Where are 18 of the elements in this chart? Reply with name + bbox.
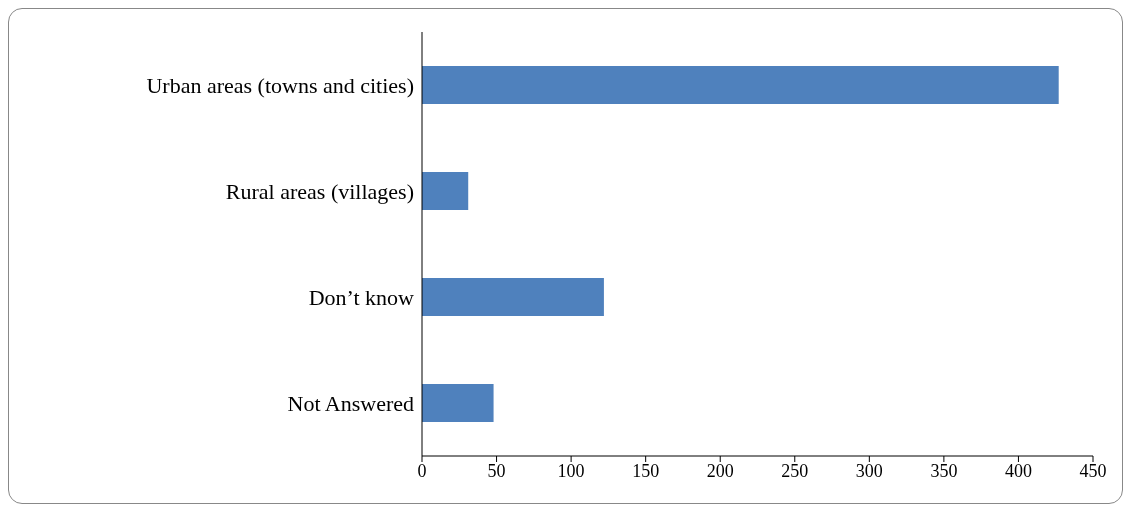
- y-tick-label: Urban areas (towns and cities): [146, 72, 414, 98]
- x-tick-label: 200: [706, 460, 734, 481]
- y-tick-label: Rural areas (villages): [225, 178, 414, 204]
- bar: [422, 277, 604, 316]
- y-tick-label: Not Answered: [287, 390, 414, 416]
- bar: [422, 383, 494, 422]
- x-tick-label: 50: [487, 460, 506, 481]
- x-tick-label: 400: [1004, 460, 1032, 481]
- x-tick-label: 300: [855, 460, 883, 481]
- x-tick-label: 0: [417, 460, 427, 481]
- bar: [422, 65, 1059, 104]
- x-tick-label: 150: [632, 460, 660, 481]
- x-tick-label: 350: [930, 460, 958, 481]
- x-tick-label: 450: [1079, 460, 1107, 481]
- bar: [422, 171, 469, 210]
- x-tick-label: 250: [781, 460, 809, 481]
- y-tick-label: Don’t know: [308, 284, 415, 310]
- x-tick-label: 100: [557, 460, 585, 481]
